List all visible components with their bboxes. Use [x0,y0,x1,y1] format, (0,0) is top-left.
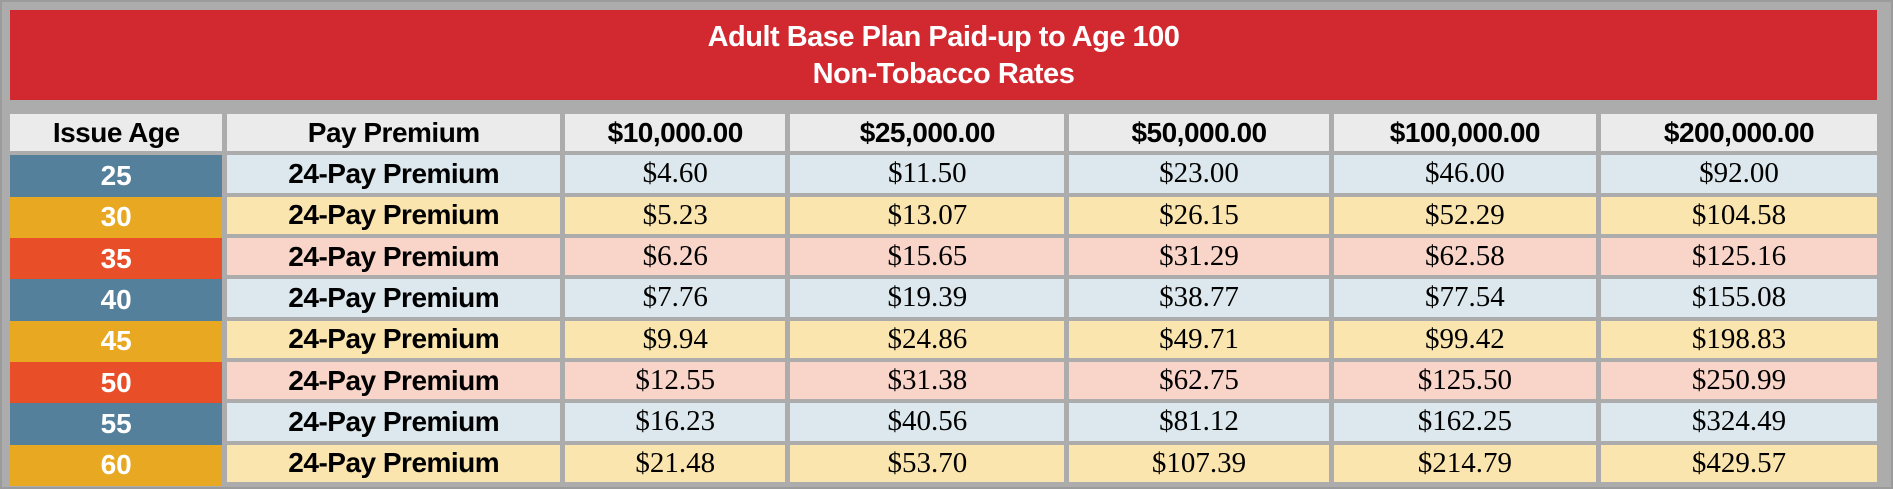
pay-premium-label-cell: 24-Pay Premium [227,196,561,234]
premium-value-cell: $99.42 [1333,320,1596,358]
premium-value-cell: $52.29 [1333,196,1596,234]
premium-value-cell: $250.99 [1601,361,1877,400]
column-header-amount-3: $50,000.00 [1069,114,1329,152]
issue-age-cell: 25 [10,155,223,197]
column-header-issue-age: Issue Age [10,114,223,152]
pay-premium-label-cell: 24-Pay Premium [227,403,561,441]
premium-value-cell: $198.83 [1601,320,1877,358]
premium-value-cell: $21.48 [565,444,786,482]
premium-value-cell: $46.00 [1333,155,1596,193]
issue-age-cell: 45 [10,320,223,362]
premium-value-cell: $16.23 [565,403,786,441]
premium-value-cell: $31.38 [790,361,1065,400]
premium-value-cell: $53.70 [790,444,1065,482]
premium-value-cell: $38.77 [1069,279,1329,317]
column-header-pay-premium: Pay Premium [227,114,561,152]
pay-premium-label-cell: 24-Pay Premium [227,155,561,193]
premium-value-cell: $4.60 [565,155,786,193]
premium-value-cell: $92.00 [1601,155,1877,193]
premium-value-cell: $324.49 [1601,403,1877,441]
column-header-amount-5: $200,000.00 [1601,114,1877,152]
premium-value-cell: $7.76 [565,279,786,317]
premium-value-cell: $11.50 [790,155,1065,193]
pay-premium-label-cell: 24-Pay Premium [227,279,561,317]
premium-value-cell: $81.12 [1069,403,1329,441]
pay-premium-label-cell: 24-Pay Premium [227,237,561,276]
premium-value-cell: $13.07 [790,196,1065,234]
pay-premium-label-cell: 24-Pay Premium [227,444,561,482]
issue-age-cell: 30 [10,196,223,238]
premium-value-cell: $107.39 [1069,444,1329,482]
pay-premium-label-cell: 24-Pay Premium [227,361,561,400]
premium-value-cell: $77.54 [1333,279,1596,317]
issue-age-cell: 60 [10,444,223,486]
issue-age-cell: 50 [10,361,223,404]
premium-value-cell: $214.79 [1333,444,1596,482]
premium-value-cell: $40.56 [790,403,1065,441]
issue-age-cell: 55 [10,403,223,445]
rates-grid: Issue Age Pay Premium $10,000.00 $25,000.00… [10,114,1877,486]
premium-value-cell: $429.57 [1601,444,1877,482]
premium-value-cell: $125.50 [1333,361,1596,400]
column-header-amount-1: $10,000.00 [565,114,786,152]
premium-value-cell: $49.71 [1069,320,1329,358]
premium-value-cell: $162.25 [1333,403,1596,441]
issue-age-cell: 35 [10,237,223,280]
premium-value-cell: $62.75 [1069,361,1329,400]
premium-value-cell: $15.65 [790,237,1065,276]
pay-premium-label-cell: 24-Pay Premium [227,320,561,358]
premium-value-cell: $5.23 [565,196,786,234]
premium-value-cell: $62.58 [1333,237,1596,276]
premium-value-cell: $26.15 [1069,196,1329,234]
column-header-amount-2: $25,000.00 [790,114,1065,152]
issue-age-cell: 40 [10,279,223,321]
table-title-line2: Non-Tobacco Rates [812,57,1075,90]
premium-value-cell: $9.94 [565,320,786,358]
premium-value-cell: $6.26 [565,237,786,276]
premium-value-cell: $24.86 [790,320,1065,358]
column-header-amount-4: $100,000.00 [1333,114,1596,152]
premium-value-cell: $31.29 [1069,237,1329,276]
table-title-band: Adult Base Plan Paid-up to Age 100 Non-T… [10,10,1877,100]
premium-value-cell: $125.16 [1601,237,1877,276]
premium-value-cell: $23.00 [1069,155,1329,193]
premium-value-cell: $104.58 [1601,196,1877,234]
premium-value-cell: $12.55 [565,361,786,400]
table-title-line1: Adult Base Plan Paid-up to Age 100 [707,20,1180,53]
premium-value-cell: $19.39 [790,279,1065,317]
premium-value-cell: $155.08 [1601,279,1877,317]
